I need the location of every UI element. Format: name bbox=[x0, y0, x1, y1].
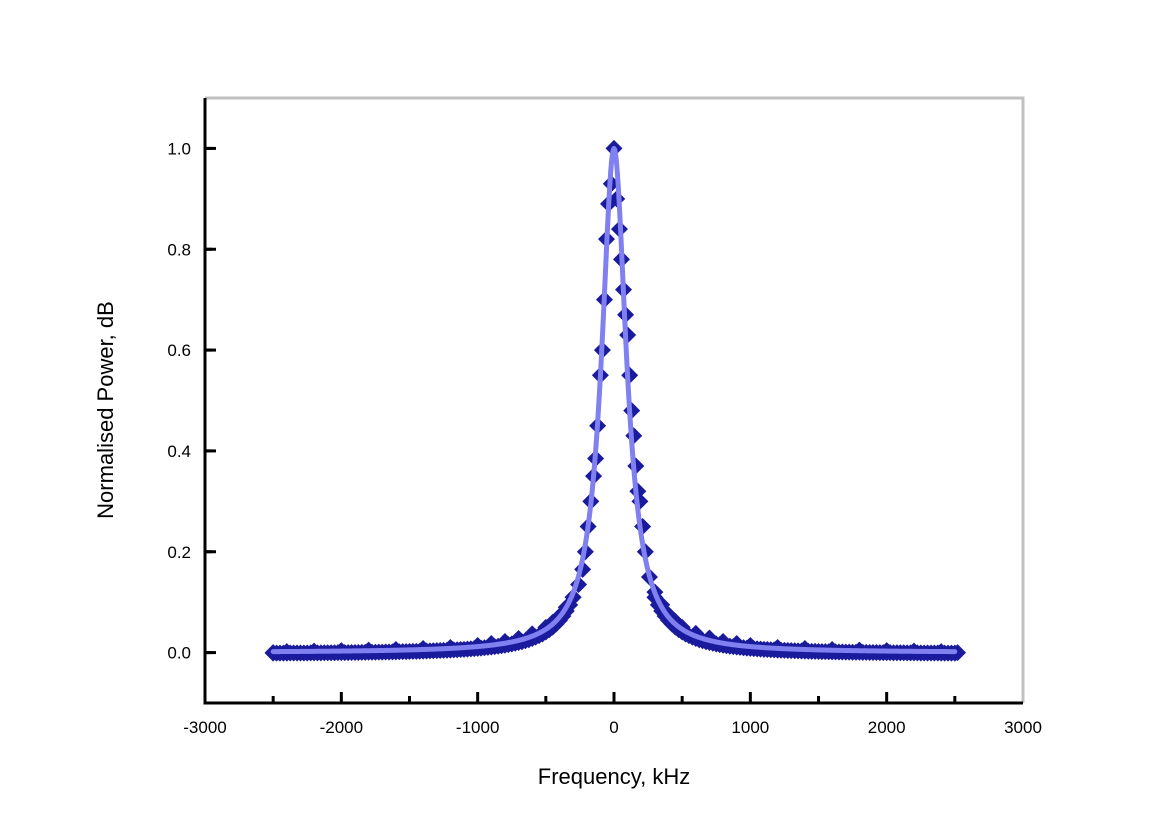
plot-frame bbox=[205, 96, 1025, 703]
x-tick-label: -3000 bbox=[183, 718, 226, 737]
tick-labels: -3000 -2000 -1000 0 1000 2000 3000 0.0 0.2 0.4 0.6… bbox=[167, 139, 1042, 737]
data-marks bbox=[264, 139, 967, 662]
x-tick-label: 2000 bbox=[868, 718, 906, 737]
axes bbox=[203, 98, 1023, 705]
plot-frame-border bbox=[205, 96, 1025, 703]
y-tick-label: 0.8 bbox=[167, 240, 191, 259]
y-tick-label: 0.2 bbox=[167, 543, 191, 562]
x-axis-title: Frequency, kHz bbox=[538, 764, 690, 789]
x-tick-label: 0 bbox=[609, 718, 618, 737]
y-tick-label: 0.4 bbox=[167, 442, 191, 461]
x-tick-label: -2000 bbox=[320, 718, 363, 737]
y-tick-label: 0.6 bbox=[167, 341, 191, 360]
fit-line bbox=[270, 145, 958, 655]
y-tick-label: 0.0 bbox=[167, 644, 191, 663]
y-tick-label: 1.0 bbox=[167, 139, 191, 158]
x-tick-label: 1000 bbox=[731, 718, 769, 737]
y-axis-title: Normalised Power, dB bbox=[93, 301, 118, 519]
x-tick-label: 3000 bbox=[1004, 718, 1042, 737]
x-tick-label: -1000 bbox=[456, 718, 499, 737]
